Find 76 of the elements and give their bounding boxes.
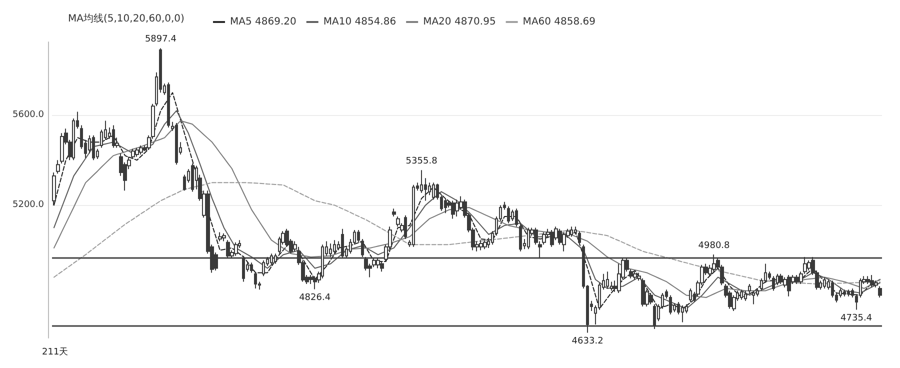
candlestick [847,289,850,297]
y-tick-label: 5600.0 [12,110,44,120]
candlestick [669,294,672,315]
candlestick [92,134,95,161]
candlestick [56,160,60,174]
legend-label: MA60 4858.69 [522,16,596,28]
candlestick [313,276,317,290]
candlestick [507,206,510,224]
legend-label: MA20 4870.95 [423,16,496,28]
legend-title: MA均线(5,10,20,60,0,0) [68,12,185,24]
candlestick [479,240,483,251]
candlestick [851,288,854,298]
candlestick [748,283,751,294]
candlestick [870,274,874,288]
candlestick [222,232,226,242]
candlestick [483,240,487,250]
candlestick [191,163,194,192]
candlestick [60,132,64,164]
candlestick [689,288,692,302]
candlestick [444,198,447,214]
candlestick [392,208,396,217]
candlestick [859,278,862,298]
candlestick [333,240,336,254]
candlestick [455,199,459,217]
candlestick [878,286,882,298]
candlestick [404,214,407,240]
candlestick [633,271,637,280]
candlestick [779,273,783,284]
candlestick [855,294,858,310]
candlestick [866,276,870,284]
candlestick [562,232,566,252]
candlestick [380,260,384,272]
candlestick [52,172,56,206]
annotation: 5355.8 [406,156,438,167]
candlestick [740,289,743,300]
line-series [53,182,881,284]
annotation: 4980.8 [698,241,730,252]
candlestick [167,82,170,128]
text: 211天 [42,346,68,358]
y-tick-label: 5200.0 [12,200,44,210]
candlestick [772,276,775,292]
candlestick [357,229,360,243]
candlestick [131,148,135,160]
candlestick [175,122,178,166]
candlestick [606,271,609,289]
candlestick [578,230,581,246]
candlestick [254,272,257,289]
candlestick [744,290,747,302]
candlestick [550,229,554,248]
annotation: 4826.4 [299,292,331,303]
candlestick [112,124,115,148]
annotation: 4735.4 [840,313,872,324]
candlestick [570,226,573,238]
candlestick [843,289,846,297]
candlestick [519,222,522,252]
candlestick [752,290,755,305]
candlestick [823,276,826,289]
candlestick [795,274,799,284]
candlestick [139,145,143,156]
candlestick [218,232,222,242]
candlestick [527,227,530,250]
candlestick [412,184,415,248]
candlestick [432,182,435,200]
candlestick [135,147,139,158]
candlestick [250,262,253,274]
candlestick [649,292,653,305]
candlestick [451,200,455,220]
candlestick [681,304,684,323]
candlestick [515,208,518,228]
candlestick [732,294,736,312]
legend-label: MA10 4854.86 [323,16,396,28]
candlestick [574,226,577,235]
annotation: 4633.2 [572,336,604,346]
annotation: 5897.4 [144,34,177,45]
legend-label: MA5 4869.20 [230,16,296,28]
candlestick [787,274,791,297]
